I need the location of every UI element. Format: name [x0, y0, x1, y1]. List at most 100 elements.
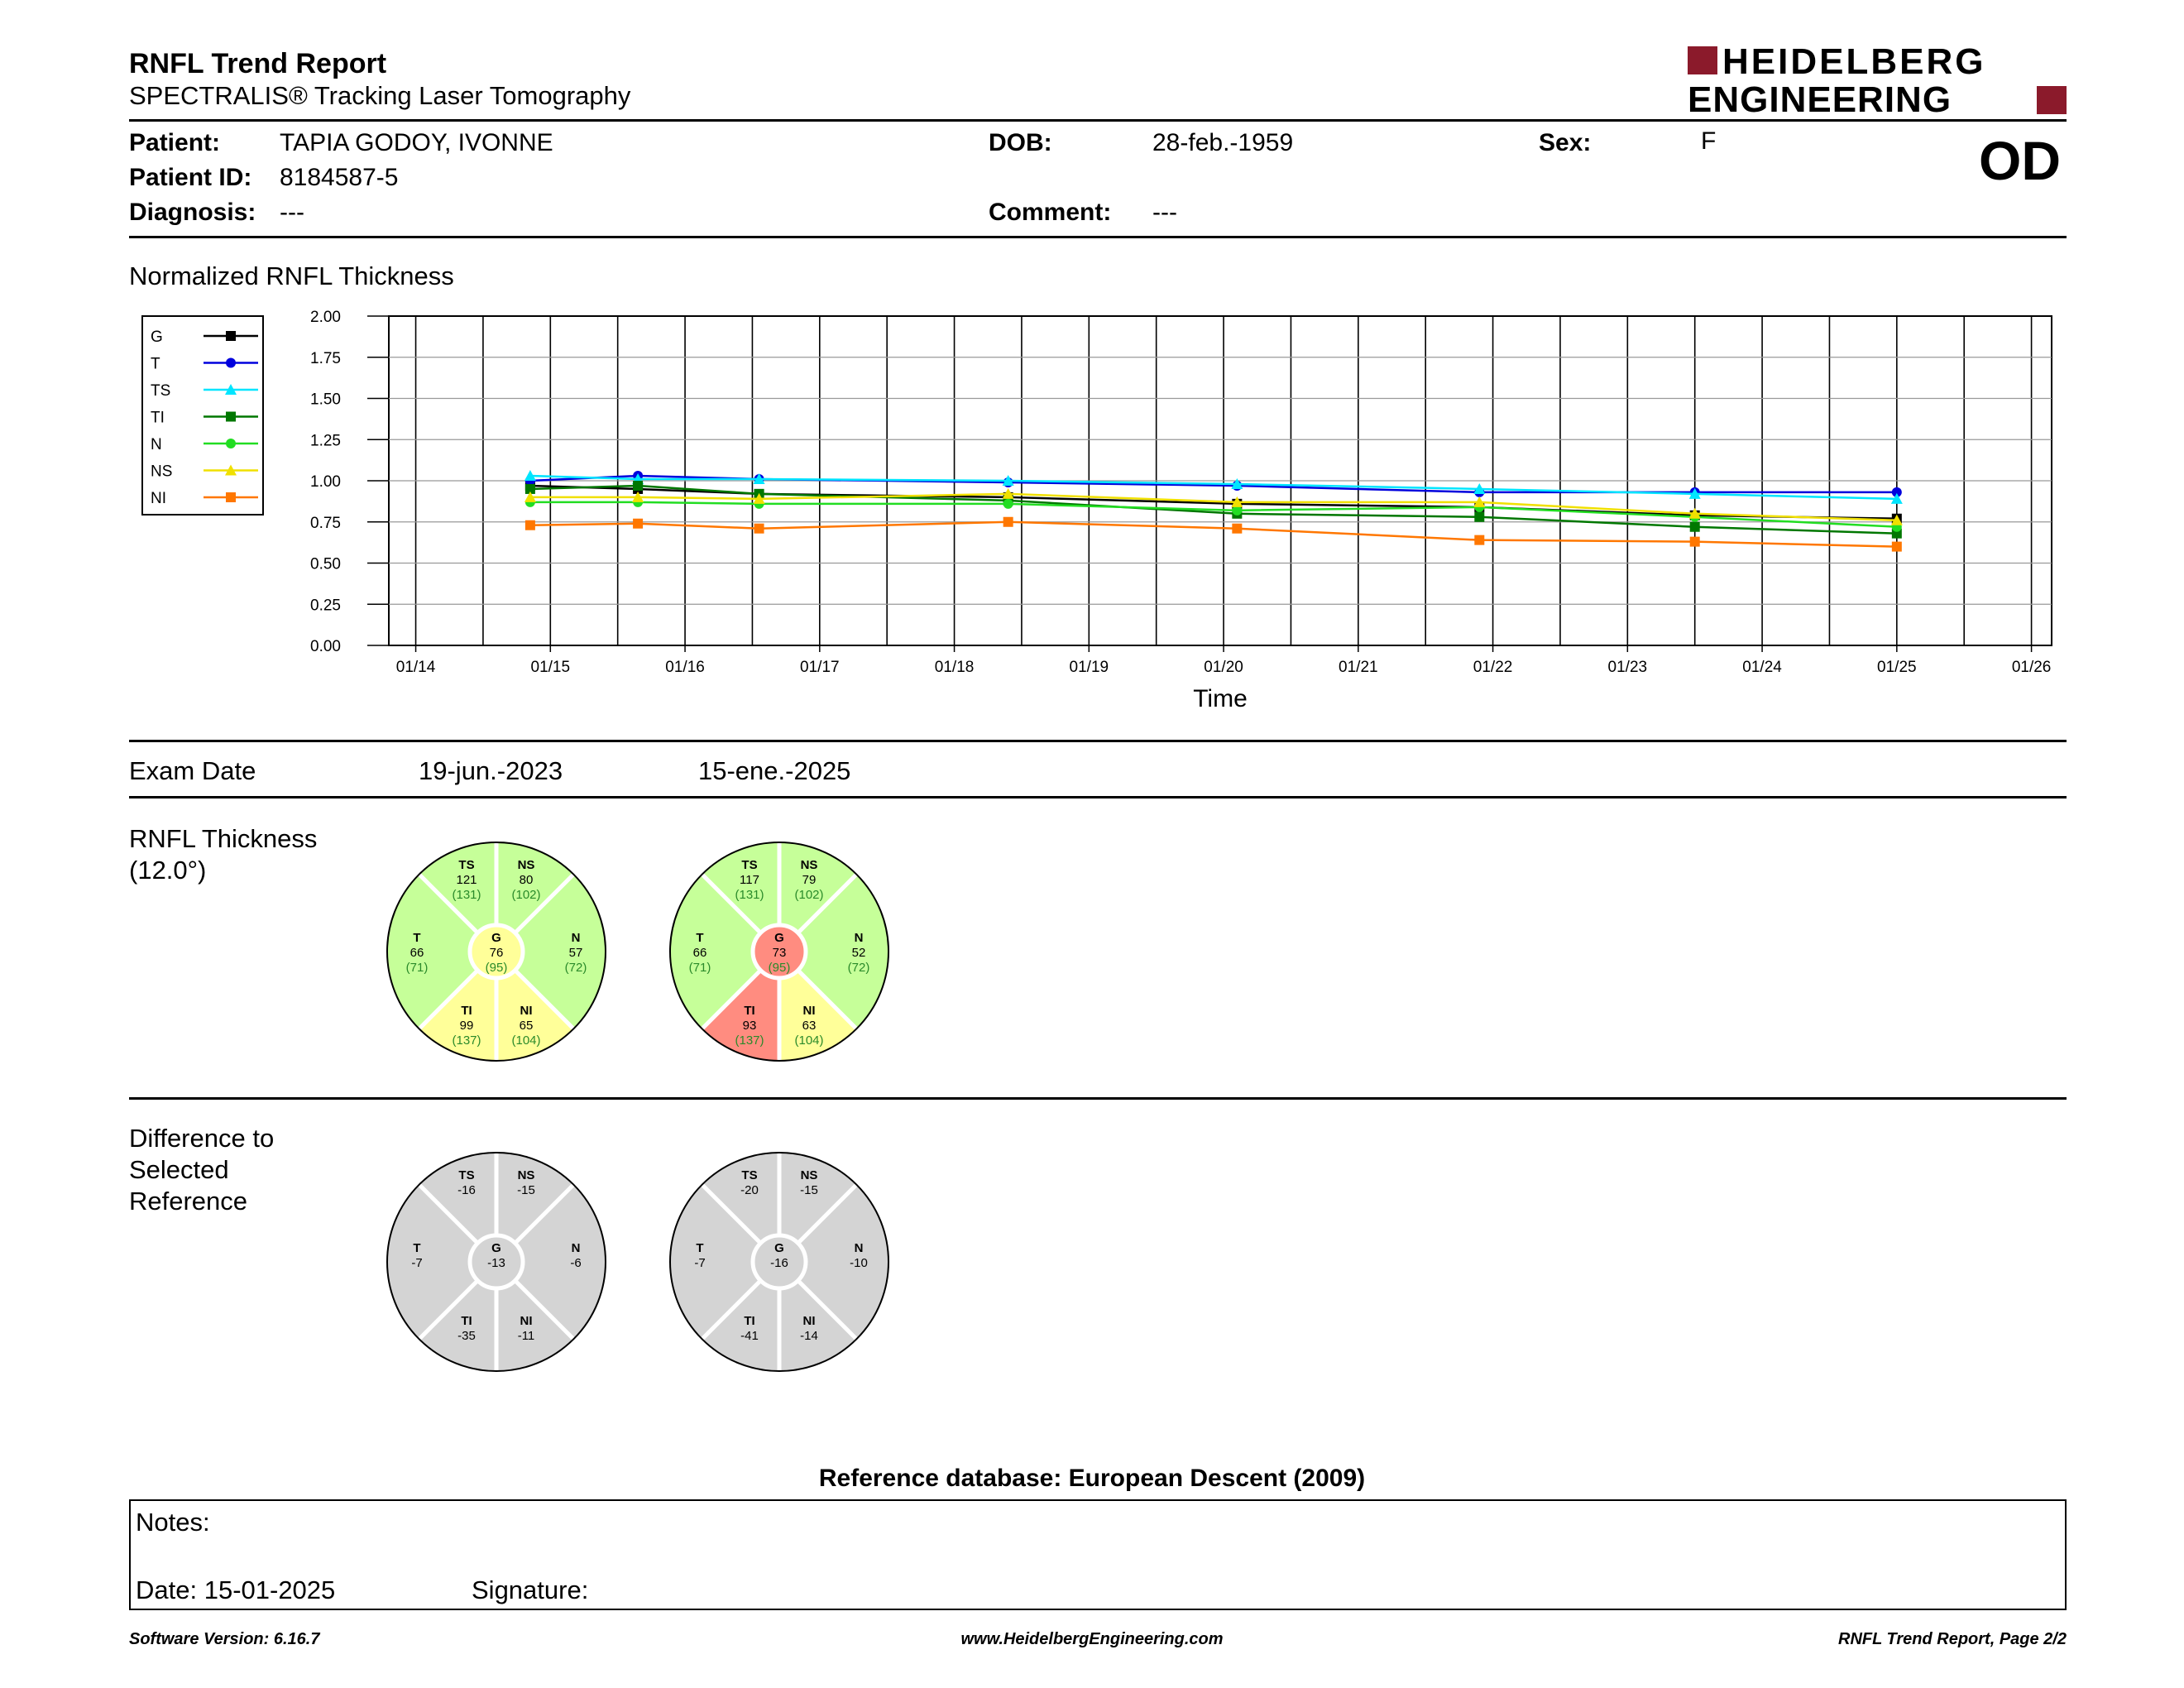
sector-value-ni: 63 — [802, 1019, 817, 1033]
logo-square-top — [1688, 46, 1717, 74]
sector-separator — [417, 968, 480, 1031]
sector-value-ti: 93 — [743, 1019, 757, 1033]
y-tick-label: 0.75 — [310, 515, 341, 532]
dob-label: DOB: — [989, 129, 1052, 156]
data-point-ni — [1474, 535, 1485, 545]
sector-reference-ts: (131) — [452, 888, 481, 902]
sector-value-ti: 99 — [460, 1019, 474, 1033]
reference-database: Reference database: European Descent (20… — [818, 1465, 1366, 1492]
heidelberg-logo: HEIDELBERG ENGINEERING — [1688, 43, 2067, 117]
patient-divider — [129, 236, 2067, 238]
data-point-ns — [1688, 507, 1701, 519]
legend-marker-n — [226, 439, 236, 448]
sector-separator — [513, 872, 576, 935]
legend-label-ti: TI — [151, 410, 165, 427]
legend-label-g: G — [151, 328, 163, 346]
legend-label-ns: NS — [151, 463, 172, 481]
sector-separator — [700, 968, 763, 1031]
sector-name-ns: NS — [518, 1168, 535, 1182]
sector-name-g: G — [774, 931, 784, 945]
difference-title-1: Difference to — [129, 1124, 275, 1153]
sector-name-ni: NI — [803, 1004, 816, 1018]
logo-line1: HEIDELBERG — [1722, 43, 1985, 82]
series-line-ns — [529, 492, 1897, 522]
sector-name-ni: NI — [520, 1314, 533, 1328]
sector-value-t: 66 — [410, 946, 424, 960]
sector-g — [754, 1237, 804, 1287]
notes-box[interactable]: Notes: Date: 15-01-2025 Signature: — [129, 1499, 2067, 1610]
sector-reference-n: (72) — [565, 961, 587, 975]
patient-id: 8184587-5 — [280, 164, 399, 191]
x-tick-label: 01/20 — [1204, 659, 1243, 676]
signature-label: Signature: — [472, 1575, 589, 1604]
data-point-ns — [1890, 514, 1903, 525]
sector-value-g: -16 — [770, 1256, 788, 1270]
sector-value-ni: -14 — [800, 1329, 818, 1343]
sector-reference-ns: (102) — [511, 888, 540, 902]
x-tick-label: 01/19 — [1070, 659, 1109, 676]
sector-ni — [496, 1280, 574, 1371]
circle-outline — [669, 1152, 889, 1372]
sector-separator — [796, 968, 859, 1031]
footer-website[interactable]: www.HeidelbergEngineering.com — [960, 1630, 1224, 1648]
exam-divider — [129, 796, 2067, 798]
x-tick-label: 01/23 — [1608, 659, 1648, 676]
circle-outline — [669, 842, 889, 1062]
sector-reference-g: (95) — [769, 961, 791, 975]
footer-software-version: Software Version: 6.16.7 — [129, 1630, 320, 1648]
sector-g — [754, 927, 804, 976]
legend-label-ni: NI — [151, 490, 166, 507]
difference-circle-exam-2: TS-20 NS-15 T-7 G-16 N-10 TI-41 NI-14 — [669, 1152, 889, 1372]
data-point-ni — [1003, 516, 1013, 527]
sector-separator — [700, 1278, 763, 1341]
patient-name: TAPIA GODOY, IVONNE — [280, 129, 553, 156]
sector-value-ns: -15 — [517, 1183, 535, 1197]
diagnosis-label: Diagnosis: — [129, 199, 256, 226]
thickness-title: RNFL Thickness — [129, 824, 318, 853]
exam-date-1: 19-jun.-2023 — [419, 756, 563, 785]
sector-name-ns: NS — [518, 858, 535, 872]
sector-value-n: 52 — [852, 946, 866, 960]
circle-outline — [386, 842, 606, 1062]
sector-ts — [419, 842, 496, 933]
sector-name-ts: TS — [458, 858, 474, 872]
data-point-ti — [524, 483, 535, 494]
x-tick-label: 01/26 — [2012, 659, 2052, 676]
x-tick-label: 01/14 — [396, 659, 436, 676]
data-point-n — [1003, 498, 1013, 509]
y-tick-label: 1.50 — [310, 391, 341, 409]
x-tick-label: 01/21 — [1339, 659, 1378, 676]
difference-title-3: Reference — [129, 1187, 248, 1216]
sector-reference-ti: (137) — [735, 1033, 764, 1048]
sector-value-ti: -35 — [457, 1329, 476, 1343]
sector-value-ns: 80 — [520, 873, 534, 887]
data-point-ts — [524, 470, 536, 482]
sector-value-t: -7 — [411, 1256, 422, 1270]
date-label: Date: 15-01-2025 — [136, 1575, 336, 1604]
sector-value-t: -7 — [694, 1256, 705, 1270]
sector-separator — [417, 1278, 480, 1341]
sector-separator — [417, 872, 480, 935]
sector-value-g: 73 — [773, 946, 787, 960]
sector-name-g: G — [491, 1241, 501, 1255]
sector-reference-ts: (131) — [735, 888, 764, 902]
y-tick-label: 1.00 — [310, 473, 341, 491]
sector-separator — [513, 1278, 576, 1341]
data-point-ts — [1688, 487, 1701, 499]
y-tick-label: 1.25 — [310, 432, 341, 449]
x-tick-label: 01/24 — [1742, 659, 1782, 676]
sector-value-ns: 79 — [802, 873, 817, 887]
legend-marker-ti — [226, 411, 236, 422]
header-divider — [129, 119, 2067, 122]
legend-marker-t — [226, 357, 236, 368]
report-subtitle: SPECTRALIS® Tracking Laser Tomography — [129, 81, 631, 110]
sector-ni — [779, 1280, 857, 1371]
sector-ts — [702, 842, 779, 933]
data-point-ns — [632, 491, 644, 502]
series-line-ni — [529, 520, 1897, 548]
data-point-ts — [753, 473, 765, 485]
sector-ns — [779, 1153, 857, 1244]
sector-separator — [700, 872, 763, 935]
data-point-ts — [1002, 475, 1014, 486]
